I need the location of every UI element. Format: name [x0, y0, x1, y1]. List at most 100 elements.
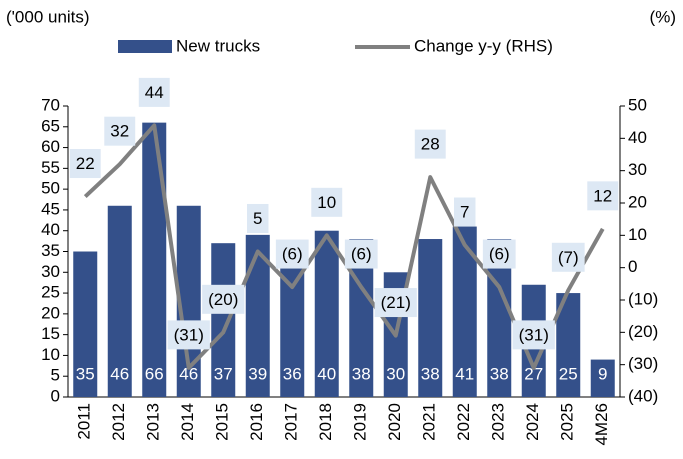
bar-value-label: 36 — [283, 364, 302, 383]
label-box — [69, 149, 101, 179]
bar-value-label: 46 — [110, 364, 129, 383]
x-tick-label: 2019 — [351, 403, 370, 441]
y-tick-label: 35 — [41, 241, 60, 260]
x-tick-label: 2011 — [75, 403, 94, 440]
line-value-label: 12 — [593, 186, 612, 205]
y-tick-label: 20 — [41, 303, 60, 322]
bar-value-label: 38 — [352, 364, 371, 383]
bar-value-label: 40 — [317, 364, 336, 383]
line-value-label: 7 — [460, 203, 469, 222]
line-value-label: (6) — [489, 245, 510, 264]
bar — [107, 205, 132, 397]
x-tick-label: 2013 — [144, 403, 163, 441]
y-tick-label: 55 — [41, 158, 60, 177]
line-value-label: 44 — [145, 83, 164, 102]
label-box — [414, 129, 446, 159]
bar-value-label: 30 — [386, 364, 405, 383]
y2-axis-title: (%) — [650, 7, 676, 26]
line-value-label: 5 — [253, 209, 262, 228]
x-tick-label: 2017 — [282, 403, 301, 441]
bar-value-label: 9 — [598, 364, 607, 383]
label-box — [311, 187, 343, 217]
y2-tick-label: (40) — [628, 386, 658, 405]
label-box — [247, 203, 269, 233]
bar-value-label: 38 — [421, 364, 440, 383]
x-tick-label: 2015 — [213, 403, 232, 441]
bar-value-label: 46 — [179, 364, 198, 383]
y2-tick-label: (30) — [628, 354, 658, 373]
label-box — [344, 239, 378, 269]
line-value-label: (20) — [208, 290, 238, 309]
label-box — [482, 239, 516, 269]
y-tick-label: 50 — [41, 179, 60, 198]
x-tick-label: 2012 — [109, 403, 128, 441]
label-box — [167, 320, 210, 350]
line-value-label: (6) — [351, 245, 372, 264]
x-tick-label: 4M26 — [592, 403, 611, 446]
line-value-label: 10 — [317, 193, 336, 212]
label-box — [374, 288, 417, 318]
bar-value-label: 38 — [490, 364, 509, 383]
x-tick-label: 2025 — [558, 403, 577, 441]
bar-value-label: 27 — [524, 364, 543, 383]
line-value-label: 22 — [76, 154, 95, 173]
x-tick-label: 2020 — [385, 403, 404, 441]
bar — [418, 239, 443, 397]
label-box — [551, 242, 585, 272]
y2-tick-label: 0 — [628, 257, 637, 276]
y2-tick-label: (10) — [628, 289, 658, 308]
line-value-label: (31) — [174, 325, 204, 344]
label-box — [202, 284, 245, 314]
y-tick-label: 60 — [41, 137, 60, 156]
y2-tick-label: 50 — [628, 95, 647, 114]
y-tick-label: 45 — [41, 199, 60, 218]
bar-value-label: 25 — [559, 364, 578, 383]
bar — [211, 243, 236, 397]
x-tick-label: 2023 — [489, 403, 508, 441]
y-tick-label: 10 — [41, 345, 60, 364]
y2-tick-label: 40 — [628, 128, 647, 147]
x-tick-label: 2016 — [247, 403, 266, 441]
y2-tick-label: 10 — [628, 225, 647, 244]
label-box — [138, 77, 170, 107]
x-tick-label: 2021 — [420, 403, 439, 441]
y-tick-label: 30 — [41, 262, 60, 281]
y2-tick-label: (20) — [628, 322, 658, 341]
label-box — [275, 239, 309, 269]
bar-value-label: 66 — [145, 364, 164, 383]
line-value-label: 28 — [421, 135, 440, 154]
x-tick-label: 2014 — [178, 403, 197, 441]
bar — [590, 359, 615, 397]
line-value-label: (6) — [282, 245, 303, 264]
bar — [314, 230, 339, 397]
y-axis-title: ('000 units) — [6, 7, 90, 26]
y2-tick-label: 30 — [628, 160, 647, 179]
y-tick-label: 70 — [41, 95, 60, 114]
label-box — [454, 197, 476, 227]
bar-value-label: 39 — [248, 364, 267, 383]
line-value-label: (21) — [381, 293, 411, 312]
line-value-label: (7) — [558, 248, 579, 267]
bar-value-label: 37 — [214, 364, 233, 383]
label-box — [512, 320, 555, 350]
y-tick-label: 40 — [41, 220, 60, 239]
y-tick-label: 65 — [41, 116, 60, 135]
legend-swatch — [118, 40, 172, 53]
y-tick-label: 5 — [51, 366, 60, 385]
legend-label: Change y-y (RHS) — [414, 36, 553, 55]
x-tick-label: 2018 — [316, 403, 335, 441]
bar-value-label: 41 — [455, 364, 474, 383]
y-tick-label: 15 — [41, 324, 60, 343]
bar — [142, 122, 167, 397]
y2-tick-label: 20 — [628, 192, 647, 211]
legend-label: New trucks — [176, 36, 260, 55]
x-tick-label: 2024 — [523, 403, 542, 441]
label-box — [104, 116, 136, 146]
line-value-label: (31) — [519, 325, 549, 344]
bar — [73, 251, 98, 397]
line-value-label: 32 — [110, 122, 129, 141]
x-tick-label: 2022 — [454, 403, 473, 441]
y-tick-label: 0 — [51, 386, 60, 405]
label-box — [587, 181, 619, 211]
